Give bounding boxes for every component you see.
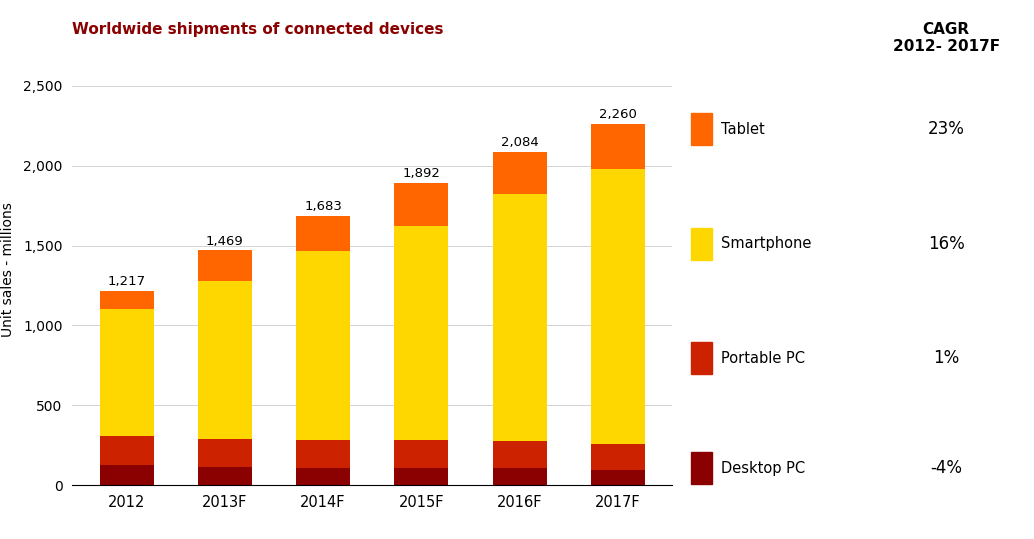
Text: 1,469: 1,469	[206, 234, 244, 247]
Text: Desktop PC: Desktop PC	[721, 461, 804, 476]
Text: 2,084: 2,084	[500, 136, 539, 149]
Text: Worldwide shipments of connected devices: Worldwide shipments of connected devices	[72, 22, 444, 37]
Bar	[691, 342, 712, 375]
Text: 1,683: 1,683	[304, 201, 342, 213]
Bar	[590, 444, 645, 470]
Bar	[197, 467, 252, 485]
Text: 1,217: 1,217	[108, 275, 146, 288]
Text: -4%: -4%	[931, 459, 962, 478]
Bar	[99, 436, 154, 465]
Bar	[492, 467, 547, 485]
Bar	[394, 226, 449, 440]
Bar	[296, 216, 351, 251]
Bar	[394, 468, 449, 485]
Bar	[296, 468, 351, 485]
Bar	[197, 281, 252, 439]
Text: 23%: 23%	[927, 120, 965, 139]
Bar	[691, 452, 712, 485]
Text: 2,260: 2,260	[599, 108, 637, 121]
Text: 1,892: 1,892	[402, 167, 440, 180]
Text: Portable PC: Portable PC	[721, 351, 804, 366]
Bar	[590, 169, 645, 444]
Bar	[99, 291, 154, 309]
Bar	[394, 183, 449, 226]
Text: Smartphone: Smartphone	[721, 237, 811, 251]
Bar	[197, 439, 252, 467]
Bar	[296, 440, 351, 468]
Bar	[394, 440, 449, 468]
Bar	[590, 470, 645, 485]
Text: 1%: 1%	[933, 349, 960, 368]
Bar	[691, 113, 712, 146]
Y-axis label: Unit sales - millions: Unit sales - millions	[1, 202, 14, 337]
Text: Tablet: Tablet	[721, 122, 764, 137]
Bar	[99, 465, 154, 485]
Text: CAGR
2012- 2017F: CAGR 2012- 2017F	[892, 22, 1000, 54]
Bar	[99, 309, 154, 436]
Bar	[197, 251, 252, 281]
Text: 16%: 16%	[927, 235, 965, 253]
Bar	[492, 195, 547, 441]
Bar	[492, 441, 547, 467]
Bar	[492, 153, 547, 195]
Bar	[590, 124, 645, 169]
Bar	[691, 228, 712, 260]
Bar	[296, 251, 351, 440]
